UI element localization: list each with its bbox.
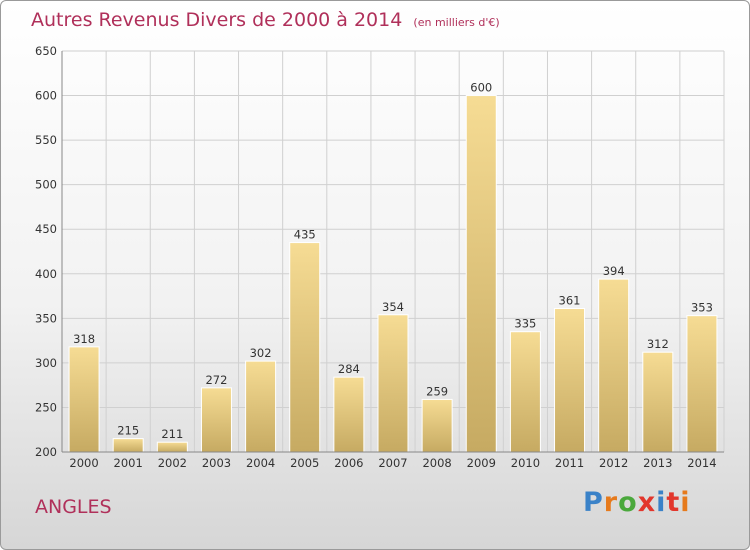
bar-2004 — [245, 360, 277, 453]
logo-letter: i — [656, 487, 667, 518]
chart-title: Autres Revenus Divers de 2000 à 2014 — [31, 9, 403, 31]
y-tick-label: 650 — [35, 44, 57, 58]
bar-2010 — [509, 331, 541, 453]
bar-2006 — [333, 376, 365, 453]
value-label-2007: 354 — [382, 300, 404, 314]
value-label-2006: 284 — [338, 362, 360, 376]
bar-2011 — [554, 308, 586, 453]
bar-2000 — [68, 346, 100, 453]
y-tick-label: 350 — [35, 311, 57, 325]
value-label-2013: 312 — [647, 337, 669, 351]
label-layer: 318 215 211 272 302 435 284 354 259 600 335 361 394 3… — [73, 81, 713, 442]
x-tick-label-2012: 2012 — [599, 456, 628, 470]
y-tick-label: 400 — [35, 267, 57, 281]
x-tick-label-2000: 2000 — [69, 456, 98, 470]
x-tick-label-2003: 2003 — [202, 456, 231, 470]
x-tick-label-2004: 2004 — [246, 456, 275, 470]
logo-letter: i — [680, 487, 691, 518]
value-label-2011: 361 — [559, 294, 581, 308]
x-tick-label-2013: 2013 — [643, 456, 672, 470]
value-label-2010: 335 — [514, 317, 536, 331]
bar-2008 — [421, 398, 453, 453]
y-tick-label: 200 — [35, 445, 57, 459]
value-label-2009: 600 — [470, 81, 492, 95]
bar-2002 — [156, 441, 188, 453]
y-tick-label: 600 — [35, 89, 57, 103]
value-label-2012: 394 — [603, 264, 625, 278]
grid-layer — [61, 50, 725, 453]
logo-letter: r — [603, 487, 619, 518]
value-label-2005: 435 — [294, 228, 316, 242]
x-tick-label-2007: 2007 — [378, 456, 407, 470]
bar-2007 — [377, 314, 409, 453]
x-tick-label-2005: 2005 — [290, 456, 319, 470]
y-tick-label: 250 — [35, 400, 57, 414]
value-label-2004: 302 — [250, 346, 272, 360]
axis-layer: 200 250 300 350 400 450 500 550 600 650 2000 2001 20… — [35, 44, 724, 470]
bar-2012 — [598, 278, 630, 453]
y-tick-label: 500 — [35, 178, 57, 192]
proxiti-logo: Proxiti — [583, 487, 691, 518]
value-label-2002: 211 — [161, 427, 183, 441]
bar-2014 — [686, 315, 718, 453]
logo-letter: x — [637, 487, 657, 518]
x-tick-label-2002: 2002 — [158, 456, 187, 470]
x-tick-label-2014: 2014 — [687, 456, 716, 470]
bar-2005 — [289, 242, 321, 453]
logo-letter: P — [583, 487, 604, 518]
y-tick-label: 550 — [35, 133, 57, 147]
x-tick-label-2008: 2008 — [422, 456, 451, 470]
logo-letter: t — [666, 487, 681, 518]
title-row: Autres Revenus Divers de 2000 à 2014 (en… — [31, 9, 500, 31]
value-label-2000: 318 — [73, 332, 95, 346]
value-label-2014: 353 — [691, 301, 713, 315]
bar-layer — [68, 95, 718, 453]
bar-2003 — [200, 387, 232, 453]
x-tick-label-2011: 2011 — [555, 456, 584, 470]
logo-letter: o — [618, 487, 638, 518]
y-tick-label: 450 — [35, 222, 57, 236]
town-name: ANGLES — [35, 496, 112, 518]
x-tick-label-2010: 2010 — [511, 456, 540, 470]
bar-2013 — [642, 351, 674, 453]
x-tick-label-2009: 2009 — [467, 456, 496, 470]
bar-2009 — [465, 95, 497, 453]
value-label-2008: 259 — [426, 384, 448, 398]
x-tick-label-2001: 2001 — [114, 456, 143, 470]
value-label-2001: 215 — [117, 424, 139, 438]
chart-unit: (en milliers d'€) — [413, 16, 500, 29]
bar-2001 — [112, 438, 144, 453]
value-label-2003: 272 — [205, 373, 227, 387]
x-tick-label-2006: 2006 — [334, 456, 363, 470]
y-tick-label: 300 — [35, 356, 57, 370]
